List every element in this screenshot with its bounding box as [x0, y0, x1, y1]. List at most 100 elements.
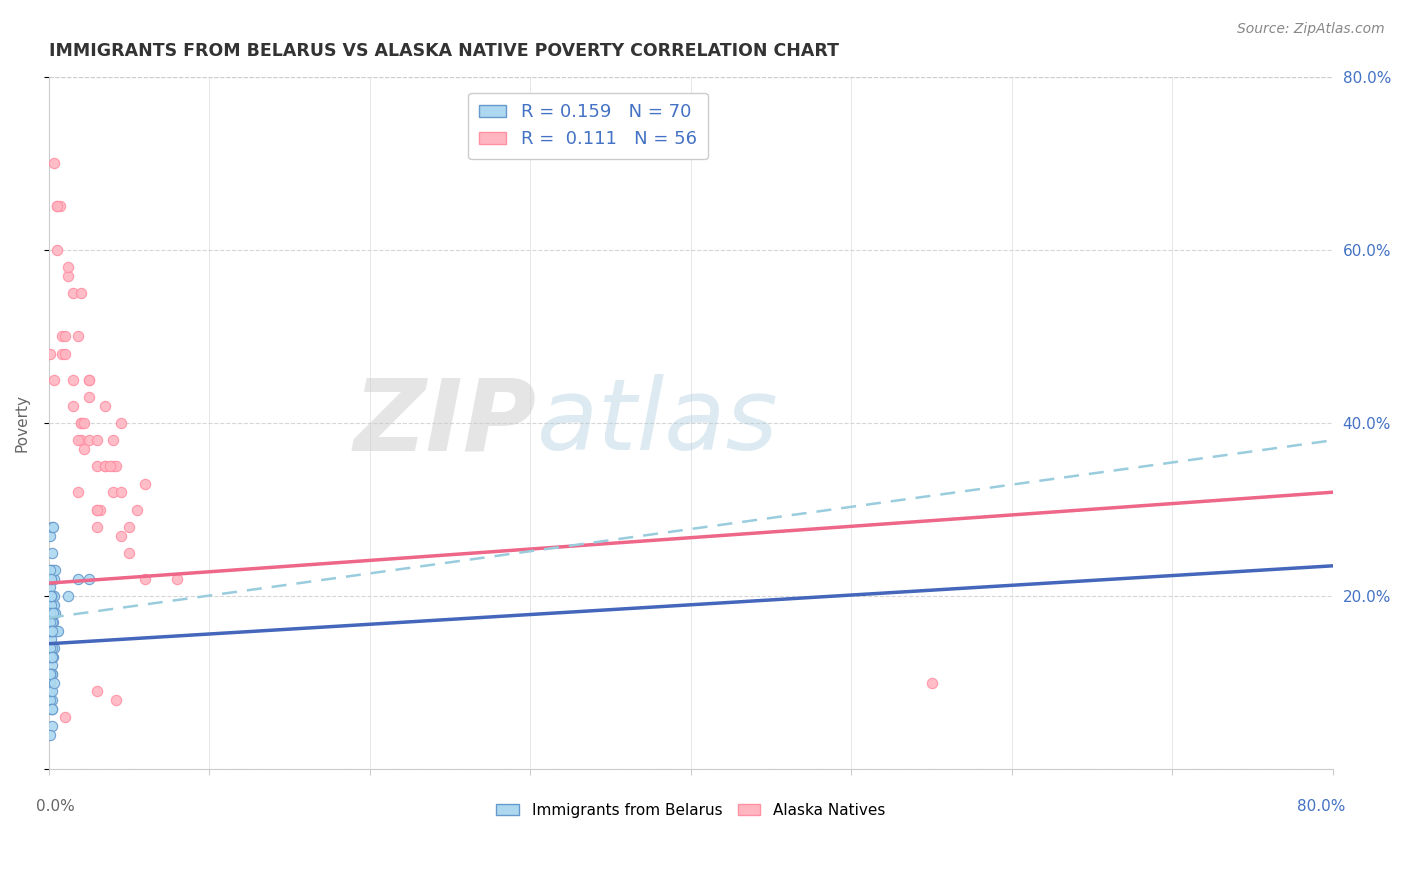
Point: [118, 520, 141, 534]
Point: [44, 607, 66, 621]
Point: [77, 434, 100, 448]
Point: [56, 260, 79, 274]
Point: [39, 667, 62, 681]
Point: [42, 156, 65, 170]
Point: [39, 624, 62, 638]
Point: [86, 502, 108, 516]
Point: [39, 589, 62, 603]
Point: [39, 589, 62, 603]
Point: [56, 268, 79, 283]
Point: [39, 563, 62, 577]
Point: [42, 615, 65, 629]
Text: 80.0%: 80.0%: [1298, 799, 1346, 814]
Point: [89, 502, 111, 516]
Point: [39, 667, 62, 681]
Point: [105, 693, 128, 707]
Point: [42, 598, 65, 612]
Point: [42, 624, 65, 638]
Point: [53, 346, 76, 360]
Point: [39, 632, 62, 647]
Point: [94, 459, 117, 474]
Point: [86, 684, 108, 698]
Point: [53, 329, 76, 343]
Point: [110, 485, 132, 500]
Point: [41, 615, 63, 629]
Point: [41, 649, 63, 664]
Point: [98, 459, 121, 474]
Point: [53, 710, 76, 724]
Point: [42, 607, 65, 621]
Point: [45, 199, 67, 213]
Text: atlas: atlas: [537, 375, 779, 472]
Point: [134, 476, 156, 491]
Point: [39, 624, 62, 638]
Point: [39, 607, 62, 621]
Point: [105, 459, 128, 474]
Point: [38, 728, 60, 742]
Point: [62, 286, 84, 301]
Point: [134, 572, 156, 586]
Point: [62, 399, 84, 413]
Text: IMMIGRANTS FROM BELARUS VS ALASKA NATIVE POVERTY CORRELATION CHART: IMMIGRANTS FROM BELARUS VS ALASKA NATIVE…: [49, 42, 839, 60]
Point: [41, 658, 63, 673]
Text: 0.0%: 0.0%: [37, 799, 75, 814]
Text: Source: ZipAtlas.com: Source: ZipAtlas.com: [1237, 22, 1385, 37]
Point: [41, 693, 63, 707]
Point: [42, 563, 65, 577]
Point: [166, 572, 188, 586]
Point: [44, 675, 66, 690]
Point: [39, 667, 62, 681]
Point: [41, 649, 63, 664]
Point: [66, 329, 89, 343]
Point: [38, 641, 60, 656]
Point: [39, 684, 62, 698]
Point: [125, 502, 148, 516]
Point: [86, 434, 108, 448]
Point: [39, 615, 62, 629]
Point: [42, 572, 65, 586]
Point: [51, 329, 73, 343]
Point: [51, 346, 73, 360]
Point: [39, 589, 62, 603]
Point: [41, 701, 63, 715]
Point: [77, 373, 100, 387]
Point: [66, 434, 89, 448]
Point: [45, 243, 67, 257]
Point: [39, 649, 62, 664]
Point: [39, 607, 62, 621]
Point: [42, 520, 65, 534]
Point: [41, 701, 63, 715]
Point: [38, 528, 60, 542]
Point: [49, 199, 72, 213]
Point: [42, 641, 65, 656]
Point: [118, 546, 141, 560]
Point: [94, 399, 117, 413]
Point: [56, 589, 79, 603]
Point: [77, 572, 100, 586]
Point: [41, 641, 63, 656]
Y-axis label: Poverty: Poverty: [15, 394, 30, 452]
Point: [41, 546, 63, 560]
Point: [42, 373, 65, 387]
Point: [73, 442, 96, 456]
Point: [39, 572, 62, 586]
Point: [39, 346, 62, 360]
Point: [38, 675, 60, 690]
Point: [41, 667, 63, 681]
Point: [48, 624, 70, 638]
Point: [70, 416, 93, 430]
Point: [70, 434, 93, 448]
Point: [39, 624, 62, 638]
Point: [42, 589, 65, 603]
Point: [42, 624, 65, 638]
Point: [38, 607, 60, 621]
Point: [38, 581, 60, 595]
Point: [77, 390, 100, 404]
Point: [44, 607, 66, 621]
Point: [44, 563, 66, 577]
Point: [42, 649, 65, 664]
Point: [66, 572, 89, 586]
Point: [41, 624, 63, 638]
Point: [41, 667, 63, 681]
Point: [45, 624, 67, 638]
